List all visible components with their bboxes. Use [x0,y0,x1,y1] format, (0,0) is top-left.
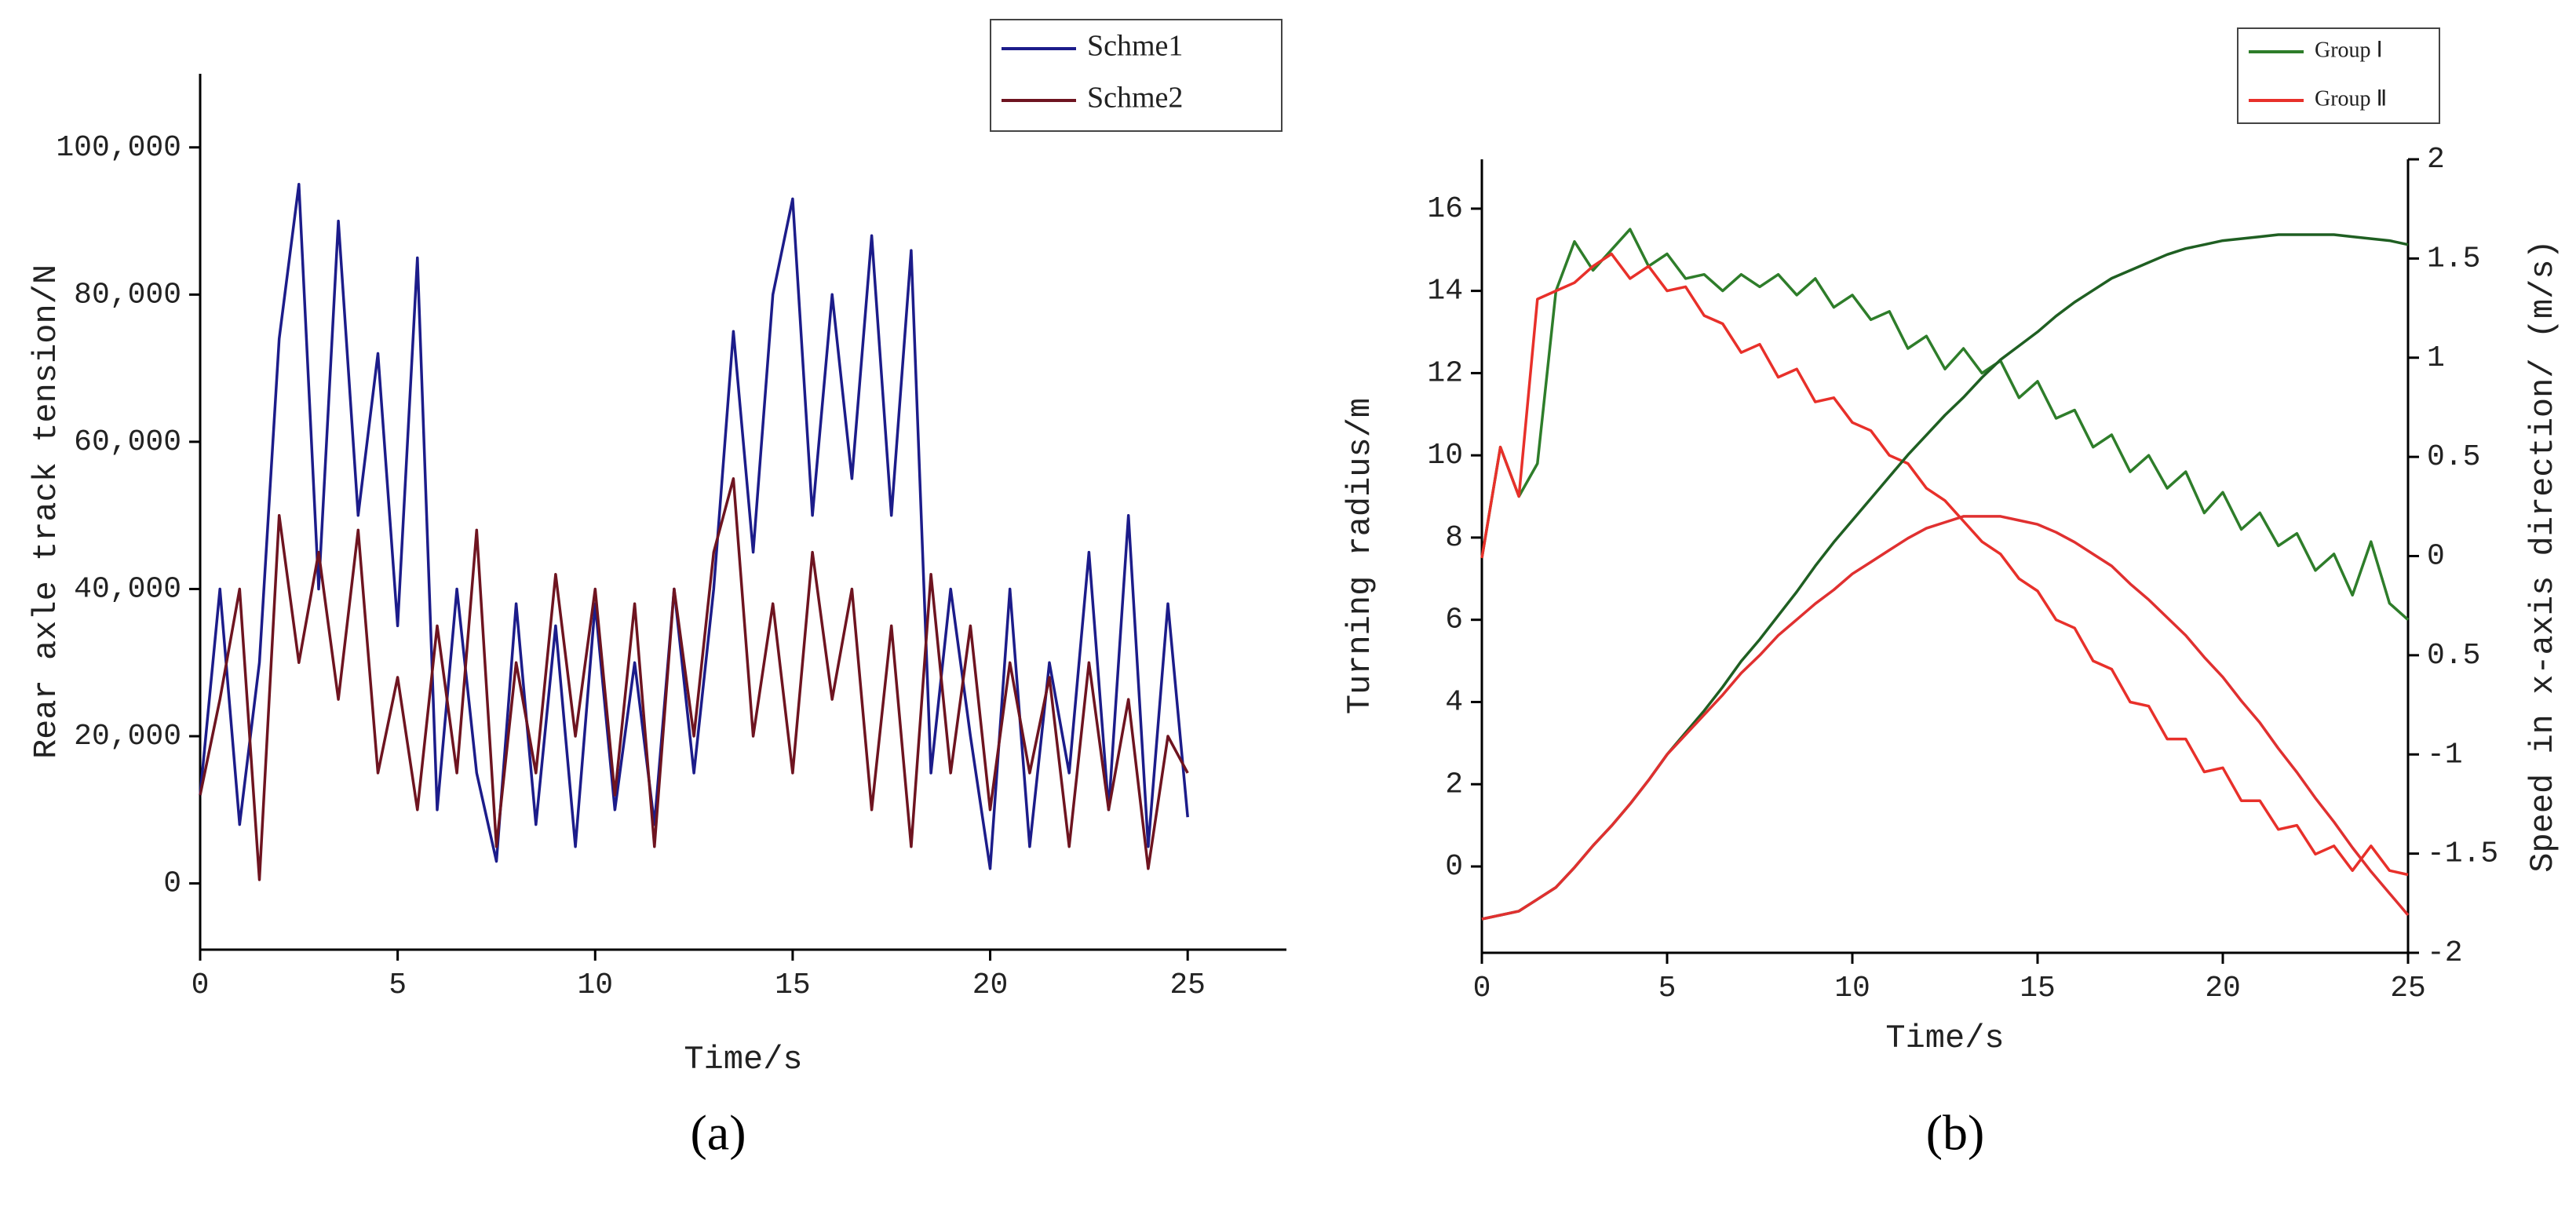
y-tick-label: 6 [1445,604,1463,637]
y-axis-label: Turning radius/m [1341,398,1379,714]
y-axis-label: Rear axle track tension/N [27,264,65,759]
x-tick-label: 10 [1834,972,1870,1005]
y-tick-label: 2 [1445,768,1463,801]
y-tick-label: 14 [1427,275,1463,308]
panel-label: (b) [1926,1105,1985,1161]
series-line [1480,252,2409,877]
legend-label: Group Ⅱ [2315,86,2387,111]
x-tick-label: 10 [577,968,613,1002]
y-tick-label: 100,000 [56,131,181,165]
x-tick-label: 25 [1169,968,1206,1002]
x-tick-label: 15 [775,968,811,1002]
y2-tick-label: -1.5 [2427,837,2498,871]
legend-label: Group Ⅰ [2315,38,2383,62]
y-tick-label: 12 [1427,356,1463,390]
x-tick-label: 15 [2020,972,2056,1005]
x-tick-label: 25 [2390,972,2426,1005]
y2-tick-label: 1.5 [2427,242,2480,275]
y2-tick-label: 0.5 [2427,639,2480,673]
y-tick-label: 4 [1445,685,1463,719]
x-axis-label: Time/s [684,1041,802,1078]
x-tick-label: 0 [1473,972,1491,1005]
x-tick-label: 20 [972,968,1009,1002]
x-axis-label: Time/s [1885,1020,2004,1057]
y2-tick-label: 0.5 [2427,440,2480,474]
x-tick-label: 5 [1658,972,1677,1005]
series-line [1481,515,2410,921]
y2-tick-label: 1 [2427,341,2445,375]
legend-box [2237,27,2440,124]
legend-label: Schme2 [1087,82,1183,115]
series-line [199,477,1189,881]
y-tick-label: 60,000 [74,425,181,459]
y2-tick-label: -2 [2427,936,2463,970]
y2-tick-label: 0 [2427,540,2445,574]
panel-label: (a) [690,1105,746,1161]
y2-axis-label: Speed in x-axis direction/ (m/s) [2524,239,2562,873]
series-line [1480,228,2410,622]
x-tick-label: 20 [2205,972,2241,1005]
y-tick-label: 0 [1445,850,1463,884]
y-tick-label: 80,000 [74,278,181,312]
x-tick-label: 0 [192,968,210,1002]
series-line [199,182,1189,870]
y-tick-label: 16 [1427,192,1463,226]
y-tick-label: 8 [1445,521,1463,555]
legend-box [990,19,1283,132]
y-tick-label: 10 [1427,439,1463,472]
y-tick-label: 20,000 [74,720,181,753]
y-tick-label: 40,000 [74,573,181,607]
y2-tick-label: -1 [2427,738,2463,772]
legend-label: Schme1 [1087,30,1183,63]
x-tick-label: 5 [389,968,407,1002]
y2-tick-label: 2 [2427,143,2445,177]
y-tick-label: 0 [163,867,181,901]
